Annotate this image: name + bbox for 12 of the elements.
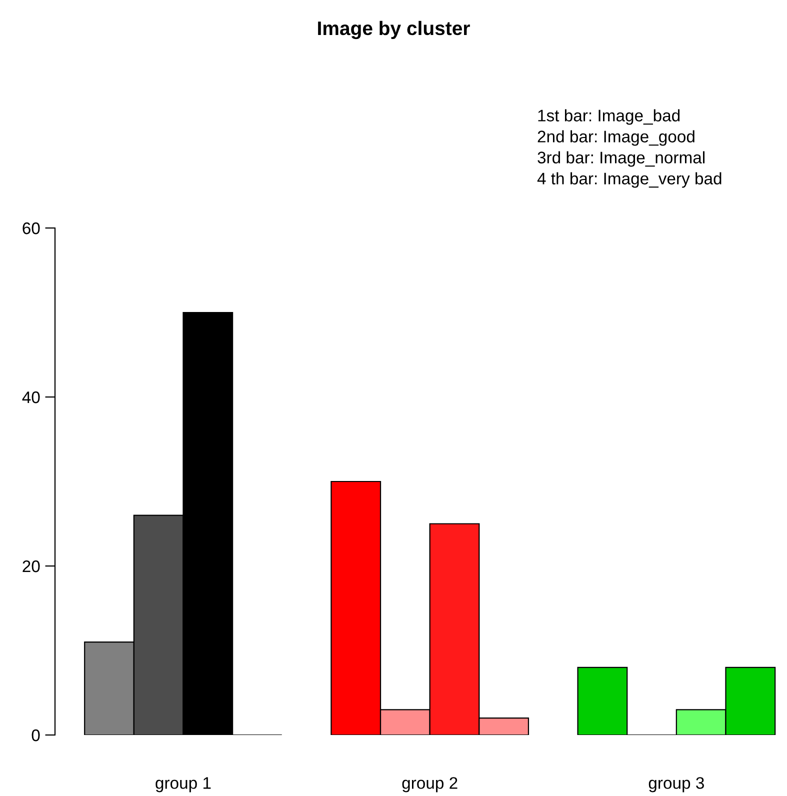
y-tick-label: 0	[32, 729, 40, 742]
y-tick-label: 60	[22, 222, 40, 234]
text: 1st bar: Image_bad	[538, 109, 680, 125]
x-tick-label: group 2	[402, 777, 458, 792]
y-tick-label: 20	[22, 560, 40, 572]
x-tick-label: group 3	[648, 777, 704, 792]
y-tick-label: 40	[22, 391, 40, 404]
chart-title: Image by cluster	[318, 20, 470, 40]
text: 2nd bar: Image_good	[538, 130, 694, 146]
x-tick-label: group 1	[156, 777, 211, 792]
text: 4 th bar: Image_very bad	[537, 172, 722, 188]
text: 3rd bar: Image_normal	[538, 151, 704, 167]
